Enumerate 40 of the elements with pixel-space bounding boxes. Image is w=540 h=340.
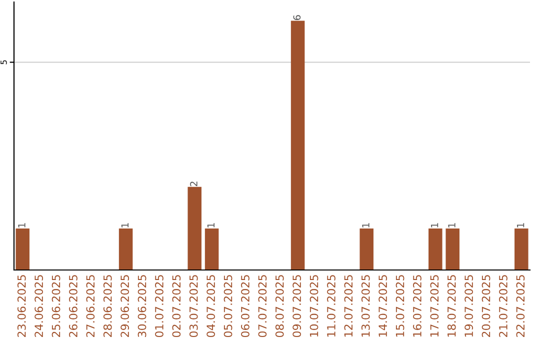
x-tick-label: 01.07.2025 bbox=[155, 275, 164, 338]
x-tick-label: 20.07.2025 bbox=[482, 275, 490, 337]
x-tick-label: 16.07.2025 bbox=[413, 275, 422, 337]
x-tick-label: 07.07.2025 bbox=[258, 275, 267, 338]
x-tick-label: 10.07.2025 bbox=[310, 275, 318, 337]
y-tick-label: 5 bbox=[0, 60, 7, 64]
data-label: 1 bbox=[18, 223, 26, 228]
x-tick-label: 06.07.2025 bbox=[241, 275, 250, 338]
x-tick-label: 09.07.2025 bbox=[292, 275, 302, 338]
x-tick-label: 30.06.2025 bbox=[138, 275, 146, 337]
x-tick-label: 05.07.2025 bbox=[224, 275, 232, 338]
x-tick-label: 23.06.2025 bbox=[17, 275, 26, 337]
x-tick-label: 22.07.2025 bbox=[516, 275, 525, 337]
x-tick-label: 27.06.2025 bbox=[86, 275, 95, 337]
data-label: 1 bbox=[207, 223, 214, 228]
x-tick-label: 14.07.2025 bbox=[378, 275, 388, 337]
x-tick-label: 25.06.2025 bbox=[52, 275, 60, 337]
x-tick-label: 13.07.2025 bbox=[361, 275, 370, 337]
x-tick-label: 19.07.2025 bbox=[464, 275, 474, 337]
data-label: 1 bbox=[516, 223, 524, 228]
data-label: 1 bbox=[362, 223, 370, 228]
data-label: 1 bbox=[448, 223, 456, 228]
x-tick-label: 29.06.2025 bbox=[120, 275, 130, 337]
x-tick-label: 15.07.2025 bbox=[396, 275, 404, 337]
x-tick-label: 12.07.2025 bbox=[344, 275, 353, 337]
x-tick-label: 21.07.2025 bbox=[499, 275, 508, 337]
x-tick-label: 28.06.2025 bbox=[103, 275, 112, 337]
data-label: 2 bbox=[190, 182, 198, 186]
data-label: 1 bbox=[430, 223, 438, 228]
x-tick-label: 18.07.2025 bbox=[447, 275, 456, 337]
x-tick-label: 26.06.2025 bbox=[69, 275, 78, 337]
x-tick-label: 04.07.2025 bbox=[206, 275, 216, 338]
x-tick-label: 08.07.2025 bbox=[275, 275, 284, 338]
x-tick-label: 17.07.2025 bbox=[430, 275, 439, 337]
x-tick-label: 03.07.2025 bbox=[189, 275, 198, 338]
x-tick-label: 24.06.2025 bbox=[34, 275, 44, 337]
x-tick-label: 11.07.2025 bbox=[327, 275, 336, 337]
x-tick-label: 02.07.2025 bbox=[172, 275, 181, 338]
data-label: 6 bbox=[293, 15, 301, 20]
data-label: 1 bbox=[121, 223, 128, 228]
